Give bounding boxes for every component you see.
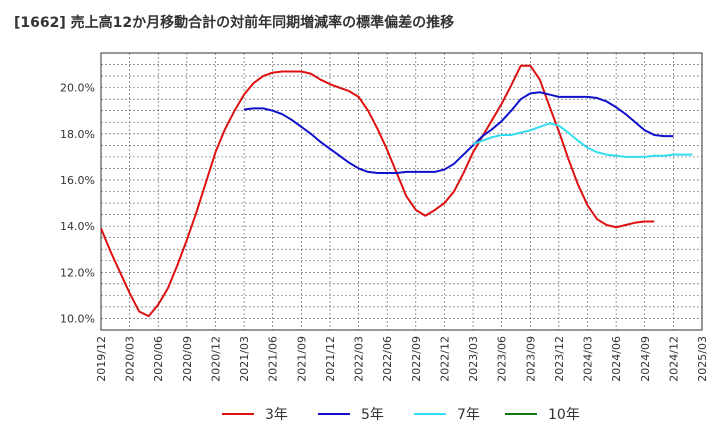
legend-label: 7年 [457,407,480,423]
x-tick-label: 2019/12 [95,336,108,382]
y-tick-label: 20.0% [60,82,95,95]
x-tick-label: 2023/03 [467,336,480,382]
grid [100,53,703,330]
x-tick-label: 2021/12 [324,336,337,382]
legend-label: 3年 [265,407,288,423]
legend-label: 10年 [548,407,580,423]
x-tick-label: 2023/12 [553,336,566,382]
x-tick-label: 2022/06 [381,336,394,382]
series-line-7年 [472,122,693,158]
y-tick-label: 16.0% [60,174,95,187]
x-tick-label: 2020/03 [124,336,137,382]
x-tick-label: 2021/03 [238,336,251,382]
y-tick-label: 12.0% [60,266,95,279]
legend-item: 3年 [222,407,288,423]
x-tick-label: 2020/12 [209,336,222,382]
x-tick-label: 2021/06 [267,336,280,382]
x-tick-label: 2020/06 [152,336,165,382]
y-tick-label: 18.0% [60,128,95,141]
y-tick-label: 10.0% [60,312,95,325]
series-line-5年 [243,91,674,175]
x-tick-label: 2024/06 [610,336,623,382]
legend-label: 5年 [361,407,384,423]
x-tick-label: 2020/09 [181,336,194,382]
plot-area [100,52,703,331]
x-tick-label: 2023/09 [524,336,537,382]
x-tick-label: 2021/09 [295,336,308,382]
legend-item: 5年 [318,407,384,423]
x-tick-label: 2022/12 [438,336,451,382]
x-tick-label: 2024/12 [667,336,680,382]
x-tick-label: 2022/09 [410,336,423,382]
y-tick-label: 14.0% [60,220,95,233]
x-tick-label: 2024/03 [582,336,595,382]
x-tick-label: 2023/06 [496,336,509,382]
y-axis: 10.0% 12.0% 14.0% 16.0% 18.0% 20.0% [60,82,95,326]
legend-item: 7年 [414,407,480,423]
x-tick-label: 2022/03 [353,336,366,382]
x-tick-label: 2025/03 [696,336,709,382]
series-lines [100,64,693,318]
series-line-3年 [100,64,655,318]
legend: 3年 5年 7年 10年 [222,407,580,423]
legend-item: 10年 [505,407,580,423]
x-axis: 2019/12 2020/03 2020/06 2020/09 2020/12 2021/… [95,336,709,382]
x-tick-label: 2024/09 [639,336,652,382]
chart-title: [1662] 売上高12か月移動合計の対前年同期増減率の標準偏差の推移 [14,15,455,31]
